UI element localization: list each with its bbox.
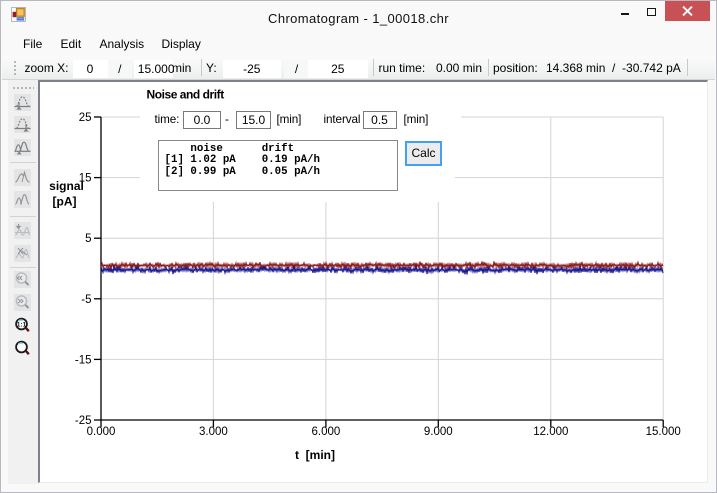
svg-text:3.000: 3.000: [199, 426, 228, 438]
svg-text:0.000: 0.000: [87, 426, 116, 438]
svg-text:15: 15: [79, 173, 92, 185]
svg-text:t [min]: t [min]: [295, 448, 335, 462]
svg-text:signal: signal: [49, 179, 84, 193]
svg-text:5: 5: [85, 233, 91, 245]
svg-text:[pA]: [pA]: [53, 195, 77, 209]
svg-text:-5: -5: [81, 294, 91, 306]
svg-text:9.000: 9.000: [424, 426, 453, 438]
svg-text:-25: -25: [75, 415, 92, 427]
svg-text:12.000: 12.000: [533, 426, 568, 438]
svg-text:25: 25: [79, 112, 92, 124]
svg-text:Noise and drift: Noise and drift: [147, 88, 225, 102]
svg-text:6.000: 6.000: [312, 426, 341, 438]
svg-text:-15: -15: [75, 354, 92, 366]
svg-text:1:1: 1:1: [17, 321, 27, 328]
svg-text:15.000: 15.000: [646, 426, 681, 438]
